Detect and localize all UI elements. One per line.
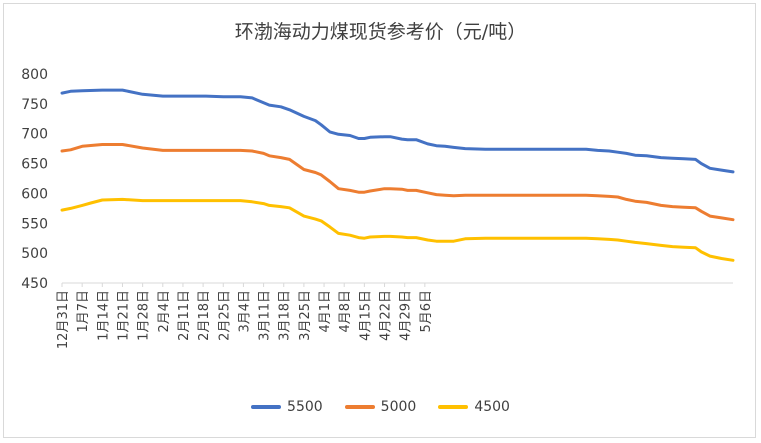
legend-item-5000: 5000: [344, 399, 417, 415]
y-tick-label: 500: [21, 246, 48, 262]
x-tick-label: 2月4日: [157, 290, 172, 333]
legend-label: 5000: [380, 399, 417, 415]
series-line-4500: [60, 197, 735, 262]
x-tick-label: 3月11日: [258, 290, 273, 341]
x-tick-label: 4月8日: [338, 290, 353, 333]
y-tick-label: 800: [21, 67, 48, 83]
legend: 5500 5000 4500: [0, 399, 761, 415]
x-tick-label: 3月4日: [237, 290, 252, 333]
y-tick-label: 600: [21, 186, 48, 202]
y-tick-label: 750: [21, 97, 48, 113]
x-tick-label: 1月28日: [137, 290, 152, 341]
legend-label: 4500: [474, 399, 510, 415]
x-tick-label: 2月18日: [197, 290, 212, 341]
x-tick-label: 3月25日: [298, 290, 313, 341]
x-tick-label: 4月29日: [399, 290, 414, 341]
y-tick-label: 700: [21, 127, 48, 143]
legend-swatch: [438, 405, 469, 409]
legend-item-5500: 5500: [251, 399, 323, 415]
x-tick-label: 2月25日: [217, 290, 232, 341]
legend-item-4500: 4500: [438, 399, 510, 415]
x-axis: 12月31日 1月7日 1月14日 1月21日 1月28日 2月4日 2月11日 2月18日 2…: [56, 283, 434, 349]
series-layer: [60, 88, 735, 262]
legend-label: 5500: [287, 399, 323, 415]
x-tick-label: 2月11日: [177, 290, 192, 341]
y-tick-label: 650: [21, 157, 48, 173]
chart-frame: [3, 3, 756, 438]
x-tick-label: 5月6日: [419, 290, 434, 333]
x-tick-label: 4月1日: [318, 290, 333, 333]
x-tick-label: 4月15日: [358, 290, 373, 341]
x-tick-label: 1月7日: [76, 290, 91, 333]
legend-swatch: [251, 405, 282, 409]
y-axis: 450 500 550 600 650 700 750 800: [21, 67, 48, 292]
x-tick-label: 12月31日: [56, 290, 71, 349]
y-tick-label: 450: [21, 276, 48, 292]
series-line-5500: [60, 88, 735, 174]
series-line-5000: [60, 143, 735, 222]
x-tick-label: 4月22日: [379, 290, 394, 341]
legend-swatch: [344, 405, 375, 409]
x-tick-label: 1月14日: [96, 290, 111, 341]
y-tick-label: 550: [21, 216, 48, 232]
x-tick-label: 1月21日: [116, 290, 131, 341]
chart-title: 环渤海动力煤现货参考价（元/吨）: [234, 21, 527, 43]
x-tick-label: 3月18日: [278, 290, 293, 341]
